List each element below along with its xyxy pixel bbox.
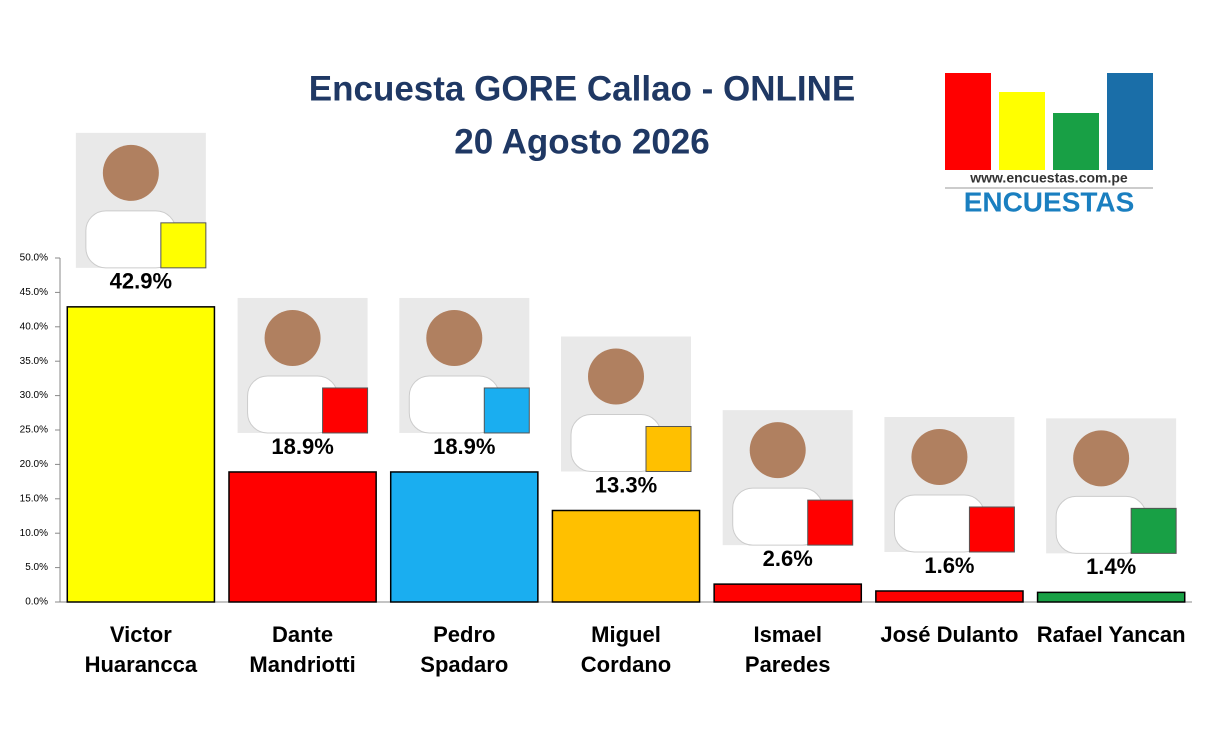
logo-block bbox=[1053, 113, 1099, 170]
photo-head bbox=[264, 309, 321, 366]
party-logo bbox=[483, 387, 530, 434]
photo-head bbox=[588, 348, 644, 405]
y-tick-label: 10.0% bbox=[20, 528, 48, 539]
x-tick-label: Rafael Yancan bbox=[1036, 622, 1186, 647]
y-tick-label: 45.0% bbox=[20, 287, 48, 298]
value-label: 1.4% bbox=[1086, 554, 1136, 579]
x-tick-label: Pedro Spadaro bbox=[420, 622, 509, 677]
bar bbox=[228, 471, 377, 603]
y-tick-label: 15.0% bbox=[20, 493, 48, 504]
brand-url: www.encuestas.com.pe bbox=[969, 170, 1128, 186]
x-tick-label: Miguel Cordano bbox=[580, 622, 672, 677]
y-tick-label: 30.0% bbox=[20, 390, 48, 401]
y-tick-label: 0.0% bbox=[25, 597, 48, 608]
chart-subtitle: 20 Agosto 2026 bbox=[454, 122, 709, 161]
bar bbox=[713, 583, 863, 603]
brand-logo: www.encuestas.com.pe ENCUESTAS bbox=[945, 73, 1153, 217]
photo-head bbox=[911, 428, 968, 485]
bar bbox=[875, 590, 1024, 603]
y-tick-label: 40.0% bbox=[20, 321, 48, 332]
bar bbox=[389, 471, 539, 603]
party-logo bbox=[807, 499, 854, 546]
value-label: 2.6% bbox=[763, 546, 813, 571]
party-logo bbox=[645, 425, 692, 472]
photo-head bbox=[102, 144, 159, 201]
value-label: 13.3% bbox=[595, 472, 657, 497]
party-logo bbox=[968, 506, 1015, 553]
bar bbox=[66, 306, 216, 603]
value-label: 42.9% bbox=[110, 269, 172, 294]
photo-head bbox=[749, 422, 806, 479]
value-label: 18.9% bbox=[271, 434, 333, 459]
photo-head bbox=[426, 309, 483, 366]
logo-block bbox=[1107, 73, 1153, 170]
x-tick-label: José Dulanto bbox=[880, 622, 1019, 647]
party-logo bbox=[1130, 507, 1177, 554]
bar bbox=[551, 509, 701, 603]
bar bbox=[1036, 591, 1186, 603]
party-logo bbox=[322, 387, 369, 434]
x-tick-label: Dante Mandriotti bbox=[249, 622, 356, 677]
y-tick-label: 20.0% bbox=[20, 459, 48, 470]
x-tick-label: Victor Huarancca bbox=[84, 622, 198, 677]
y-tick-label: 50.0% bbox=[20, 253, 48, 264]
value-label: 1.6% bbox=[924, 553, 974, 578]
brand-name: ENCUESTAS bbox=[964, 186, 1135, 217]
logo-block bbox=[945, 73, 991, 170]
y-tick-label: 25.0% bbox=[20, 425, 48, 436]
logo-block bbox=[999, 92, 1045, 170]
chart-title: Encuesta GORE Callao - ONLINE bbox=[309, 69, 856, 108]
value-label: 18.9% bbox=[433, 434, 495, 459]
y-tick-label: 5.0% bbox=[25, 562, 48, 573]
y-tick-label: 35.0% bbox=[20, 356, 48, 367]
photo-head bbox=[1073, 430, 1130, 487]
party-logo bbox=[160, 222, 207, 269]
x-tick-label: Ismael Paredes bbox=[744, 622, 831, 677]
